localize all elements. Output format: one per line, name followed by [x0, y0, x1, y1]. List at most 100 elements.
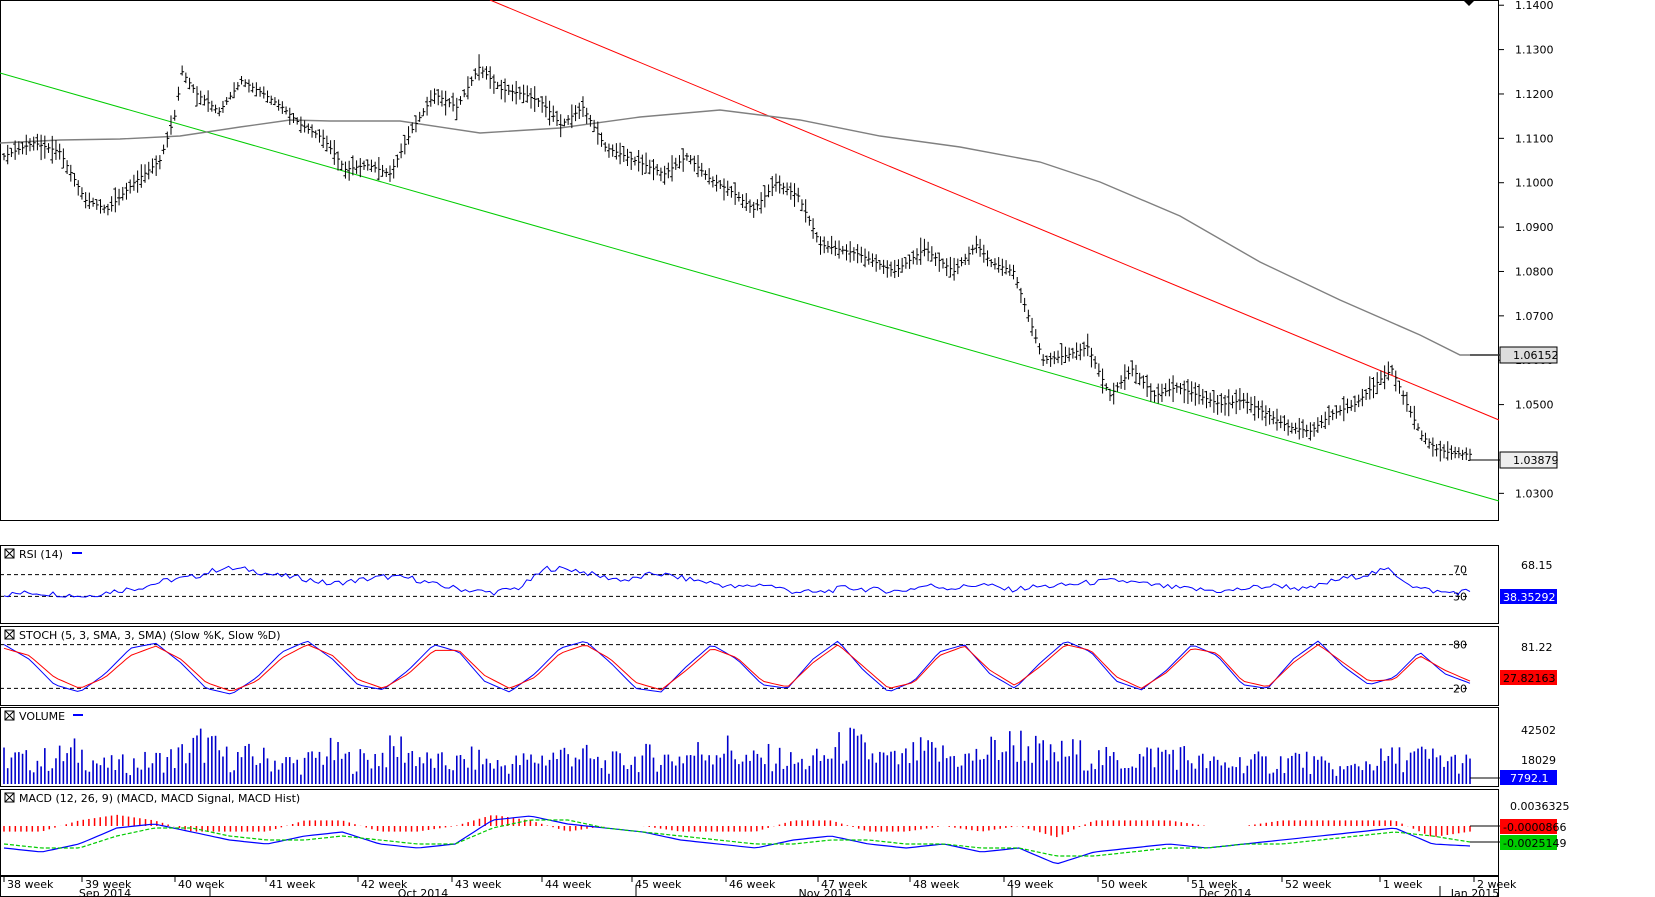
ohlc-bar: [202, 94, 207, 106]
ohlc-bar: [220, 100, 225, 113]
ohlc-bar: [117, 188, 122, 206]
month-label: Oct 2014: [398, 887, 449, 897]
ohlc-bar: [1148, 383, 1153, 402]
stoch-d-line: [3, 644, 1471, 692]
price-tick-label: 1.1400: [1515, 0, 1554, 12]
ohlc-bar: [232, 82, 237, 99]
ohlc-bar: [72, 172, 77, 187]
ohlc-bar: [447, 98, 452, 108]
ohlc-bar: [885, 260, 890, 278]
ohlc-bar: [506, 84, 511, 96]
ohlc-bar: [272, 97, 277, 106]
ohlc-bar: [1211, 390, 1216, 413]
ohlc-bar: [428, 90, 433, 107]
ohlc-bar: [5, 144, 10, 165]
ohlc-bar: [822, 236, 827, 254]
ohlc-bar: [837, 240, 842, 259]
ohlc-bar: [113, 187, 118, 213]
ohlc-bar: [517, 86, 522, 100]
ohlc-bar: [569, 104, 574, 129]
ohlc-bar: [978, 238, 983, 257]
ohlc-bar: [684, 152, 689, 161]
ohlc-bar: [840, 245, 845, 255]
ohlc-bar: [191, 84, 196, 93]
ohlc-bar: [1182, 380, 1187, 404]
ohlc-bar: [710, 176, 715, 188]
ohlc-bar: [332, 140, 337, 165]
ohlc-bar: [1412, 405, 1417, 430]
ohlc-bar: [269, 95, 274, 105]
ohlc-bar: [1085, 333, 1090, 357]
ohlc-bar: [926, 241, 931, 262]
volume-value-label: 7792.1: [1510, 772, 1549, 785]
ohlc-bar: [759, 192, 764, 214]
ohlc-bar: [1434, 444, 1439, 457]
month-label: Jan 2015: [1450, 887, 1499, 897]
ohlc-bar: [959, 257, 964, 267]
moving-average-line: [0, 109, 1499, 356]
week-label: 47 week: [821, 878, 868, 891]
ohlc-bar: [258, 86, 263, 97]
ohlc-bar: [1145, 374, 1150, 397]
volume-axis-tick: 18029: [1521, 754, 1556, 767]
ohlc-bar: [76, 180, 81, 196]
ohlc-bar: [469, 76, 474, 86]
ohlc-bar: [187, 77, 192, 90]
ohlc-bar: [154, 155, 159, 176]
ohlc-bar: [992, 258, 997, 270]
price-tick-label: 1.0700: [1515, 310, 1554, 323]
ohlc-bar: [1464, 447, 1469, 461]
ohlc-bar: [250, 82, 255, 93]
macd-series: [3, 814, 1471, 865]
ohlc-bar: [814, 231, 819, 243]
ohlc-bar: [235, 82, 240, 91]
stoch-panel: [0, 626, 1499, 706]
price-tick-label: 1.0800: [1515, 265, 1554, 278]
ohlc-bar: [1378, 370, 1383, 385]
ohlc-bar: [9, 147, 14, 158]
ohlc-bar: [1271, 411, 1276, 425]
ohlc-bar: [592, 119, 597, 133]
ohlc-bar: [740, 194, 745, 208]
ohlc-bar: [751, 201, 756, 218]
ohlc-bar: [1015, 276, 1020, 289]
ohlc-bar: [425, 96, 430, 116]
ohlc-bar: [1193, 382, 1198, 406]
ohlc-bar: [551, 105, 556, 122]
ohlc-bar: [907, 254, 912, 269]
ohlc-bar: [1133, 364, 1138, 385]
ohlc-bar: [621, 146, 626, 162]
rsi-value-label: 38.35292: [1503, 591, 1556, 604]
ohlc-bar: [1000, 258, 1005, 276]
ohlc-bar: [1286, 419, 1291, 436]
ohlc-bar: [1082, 341, 1087, 357]
ohlc-bar: [291, 113, 296, 124]
ohlc-bar: [324, 135, 329, 152]
ohlc-bar: [1249, 396, 1254, 413]
stoch-series: 80 20: [0, 639, 1471, 695]
ohlc-bar: [636, 149, 641, 172]
ohlc-bar: [1352, 395, 1357, 413]
macd-value-box: [1500, 819, 1557, 834]
ohlc-bar: [265, 90, 270, 103]
ohlc-bar: [387, 165, 392, 182]
ohlc-bar: [859, 246, 864, 263]
ohlc-bar: [391, 159, 396, 179]
ohlc-bar: [722, 178, 727, 201]
ohlc-bar: [358, 158, 363, 178]
ohlc-bar: [514, 80, 519, 105]
macd-axis-value: 0.0036325: [1510, 800, 1570, 813]
ohlc-bar: [91, 197, 96, 207]
ohlc-bar: [161, 144, 166, 155]
ohlc-bar: [807, 215, 812, 226]
price-tick-label: 1.0300: [1515, 487, 1554, 500]
ohlc-bar: [1223, 395, 1228, 416]
ohlc-bar: [699, 162, 704, 177]
ohlc-bar: [1115, 382, 1120, 392]
ohlc-bar: [458, 96, 463, 105]
ohlc-bar: [432, 88, 437, 104]
ohlc-bar: [1052, 351, 1057, 365]
ohlc-bar: [180, 65, 185, 76]
ohlc-bar: [644, 152, 649, 174]
